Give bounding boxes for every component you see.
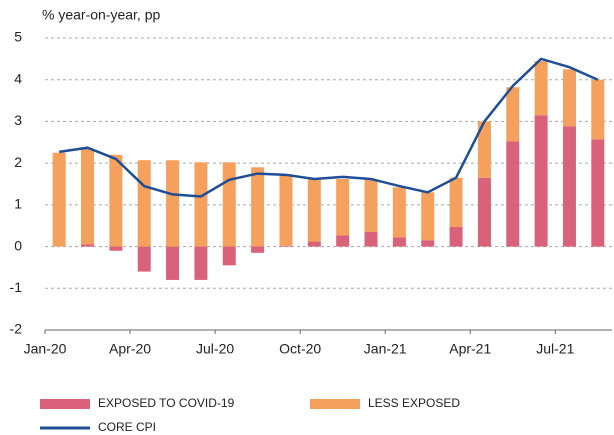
bar xyxy=(137,160,151,247)
x-tick-label: Jan-20 xyxy=(24,341,67,357)
bar xyxy=(222,246,236,266)
legend-label: CORE CPI xyxy=(98,420,156,434)
bar xyxy=(449,177,463,227)
bar xyxy=(307,178,321,242)
bar xyxy=(477,121,491,178)
bar xyxy=(166,160,180,247)
x-tick-label: Oct-20 xyxy=(279,341,321,357)
y-tick-label: 2 xyxy=(14,154,22,170)
bar xyxy=(392,187,406,238)
bar xyxy=(591,139,605,247)
bar xyxy=(364,179,378,232)
bar xyxy=(279,245,293,247)
bar xyxy=(534,60,548,116)
bar xyxy=(166,246,180,280)
y-axis-label: % year-on-year, pp xyxy=(42,7,160,23)
bar xyxy=(109,246,123,251)
x-tick-label: Jul-20 xyxy=(196,341,234,357)
bar xyxy=(506,87,520,142)
bar xyxy=(194,246,208,280)
bar xyxy=(251,246,265,253)
bar xyxy=(449,226,463,247)
y-tick-label: -1 xyxy=(10,279,23,295)
bar xyxy=(392,237,406,247)
bar xyxy=(109,154,123,247)
x-tick-label: Apr-20 xyxy=(109,341,151,357)
bar xyxy=(591,79,605,140)
bar xyxy=(137,246,151,272)
legend-label: LESS EXPOSED xyxy=(368,396,460,410)
legend-label: EXPOSED TO COVID-19 xyxy=(98,396,235,410)
bar xyxy=(222,162,236,247)
bar xyxy=(81,148,95,245)
bar xyxy=(562,69,576,127)
bar xyxy=(421,240,435,247)
bar xyxy=(336,178,350,236)
bar xyxy=(81,244,95,247)
x-tick-label: Apr-21 xyxy=(449,341,491,357)
y-tick-label: 1 xyxy=(14,196,22,212)
line xyxy=(58,57,599,198)
bar xyxy=(194,162,208,247)
bar xyxy=(251,167,265,247)
bar xyxy=(336,235,350,247)
bar xyxy=(52,152,66,247)
bar xyxy=(364,231,378,247)
y-tick-label: 0 xyxy=(14,237,22,253)
bar xyxy=(279,173,293,246)
bar xyxy=(477,177,491,247)
y-tick-label: 3 xyxy=(14,112,22,128)
bar xyxy=(562,126,576,247)
legend-swatch xyxy=(40,399,90,409)
y-tick-label: 4 xyxy=(14,70,22,86)
bar xyxy=(534,115,548,247)
legend-swatch xyxy=(310,399,360,409)
bar xyxy=(506,141,520,247)
x-tick-label: Jan-21 xyxy=(364,341,407,357)
y-tick-label: -2 xyxy=(10,321,23,337)
bar xyxy=(421,192,435,241)
x-tick-label: Jul-21 xyxy=(536,341,574,357)
y-tick-label: 5 xyxy=(14,29,22,45)
bar xyxy=(307,241,321,247)
